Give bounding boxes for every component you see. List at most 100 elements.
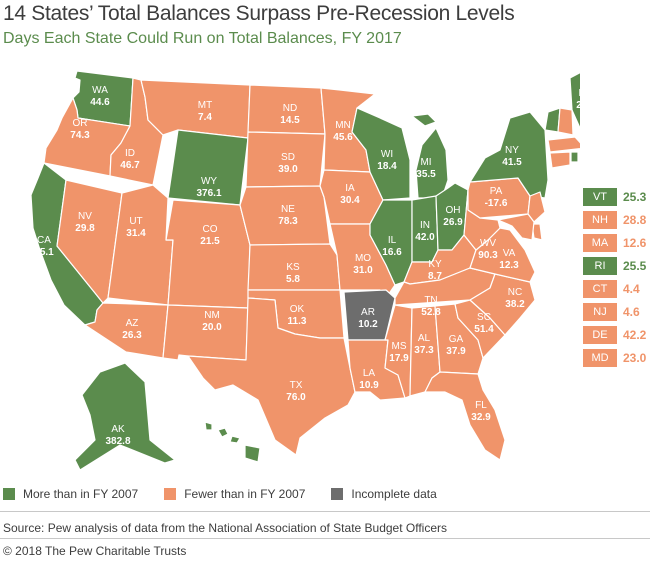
state-value-ks: 5.8 [286,274,300,285]
state-value-pa: -17.6 [485,198,508,209]
state-value-nm: 20.0 [202,322,222,333]
state-shape-hi [204,421,261,463]
callout-row: RI 25.5 [583,257,650,275]
state-value-va: 12.3 [499,260,519,271]
divider [0,538,650,539]
callout-value-nh: 28.8 [623,213,647,227]
map-legend: More than in FY 2007 Fewer than in FY 20… [3,487,463,501]
state-shape-ri [570,151,579,163]
state-value-wa: 44.6 [90,97,110,108]
callout-row: MA 12.6 [583,234,650,252]
state-shape-fl [424,371,506,461]
state-label-mt: MT [198,100,212,111]
state-value-al: 37.3 [414,345,434,356]
state-shape-mt [140,79,251,139]
state-value-ut: 31.4 [126,228,146,239]
state-label-in: IN [420,220,430,231]
state-label-ut: UT [129,216,142,227]
state-value-tn: 52.8 [421,307,441,318]
state-value-id: 46.7 [120,160,140,171]
divider [0,511,650,512]
callout-row: VT 25.3 [583,188,650,206]
state-shape-mi [411,113,449,199]
state-shape-ar [343,289,396,341]
state-label-id: ID [125,148,135,159]
callout-value-ri: 25.5 [623,259,647,273]
state-value-ca: 25.1 [34,247,54,258]
state-label-ks: KS [286,262,300,273]
state-value-la: 10.9 [359,380,379,391]
state-label-wi: WI [381,149,393,160]
state-label-ga: GA [449,334,464,345]
legend-item-fewer: Fewer than in FY 2007 [164,487,305,501]
callout-state-vt: VT [583,188,617,206]
callout-value-ct: 4.4 [623,282,640,296]
state-value-mn: 45.6 [333,132,353,143]
state-value-ny: 41.5 [502,157,522,168]
state-value-tx: 76.0 [286,392,306,403]
state-shape-nc [469,273,536,336]
state-label-az: AZ [126,318,139,329]
legend-swatch-more [3,488,15,500]
callout-state-ri: RI [583,257,617,275]
state-value-ms: 17.9 [389,353,409,364]
callout-state-nh: NH [583,211,617,229]
state-label-me: ME [579,88,581,99]
state-label-oh: OH [446,205,461,216]
state-label-pa: PA [490,186,503,197]
state-value-wy: 376.1 [196,188,221,199]
state-value-ar: 10.2 [358,319,378,330]
state-shape-tx [187,297,356,456]
callout-row: NJ 4.6 [583,303,650,321]
callout-state-ma: MA [583,234,617,252]
state-value-ga: 37.9 [446,346,466,357]
state-value-il: 16.6 [382,247,402,258]
state-label-wv: WV [480,238,496,249]
state-value-az: 26.3 [122,330,142,341]
callout-value-vt: 25.3 [623,190,647,204]
state-label-sd: SD [281,152,295,163]
state-label-nd: ND [283,103,297,114]
state-value-nc: 38.2 [505,299,525,310]
state-label-fl: FL [475,400,487,411]
legend-label-more: More than in FY 2007 [23,487,139,501]
callout-value-ma: 12.6 [623,236,647,250]
legend-swatch-incomplete [331,488,344,500]
state-value-ok: 11.3 [288,316,307,327]
state-value-ky: 8.7 [428,271,442,282]
state-value-oh: 26.9 [443,217,463,228]
state-value-nv: 29.8 [75,223,95,234]
state-shape-ct [549,151,571,169]
chart-subtitle: Days Each State Could Run on Total Balan… [3,30,402,47]
callout-row: DE 42.2 [583,326,650,344]
state-label-tn: TN [424,295,437,306]
state-value-ak: 382.8 [105,436,130,447]
state-label-nc: NC [508,287,522,298]
state-value-co: 21.5 [200,236,220,247]
legend-item-more: More than in FY 2007 [3,487,138,501]
legend-swatch-fewer [164,488,177,500]
callout-value-md: 23.0 [623,351,647,365]
legend-label-incomplete: Incomplete data [351,487,437,501]
state-label-nv: NV [78,211,92,222]
state-label-ia: IA [345,183,355,194]
state-shape-co [165,199,251,309]
state-label-ny: NY [505,145,519,156]
state-label-ar: AR [361,307,375,318]
state-value-wi: 18.4 [377,161,397,172]
state-label-mi: MI [420,157,431,168]
state-label-nm: NM [204,310,220,321]
state-label-wa: WA [92,85,108,96]
callout-row: NH 28.8 [583,211,650,229]
state-value-sd: 39.0 [278,164,298,175]
callout-state-md: MD [583,349,617,367]
state-value-or: 74.3 [70,130,90,141]
source-note: Source: Pew analysis of data from the Na… [3,521,448,535]
legend-label-fewer: Fewer than in FY 2007 [184,487,306,501]
state-shape-wi [351,107,411,201]
state-label-ne: NE [281,204,295,215]
state-value-fl: 32.9 [471,412,491,423]
state-label-ok: OK [290,304,305,315]
state-shape-ak [74,362,176,471]
